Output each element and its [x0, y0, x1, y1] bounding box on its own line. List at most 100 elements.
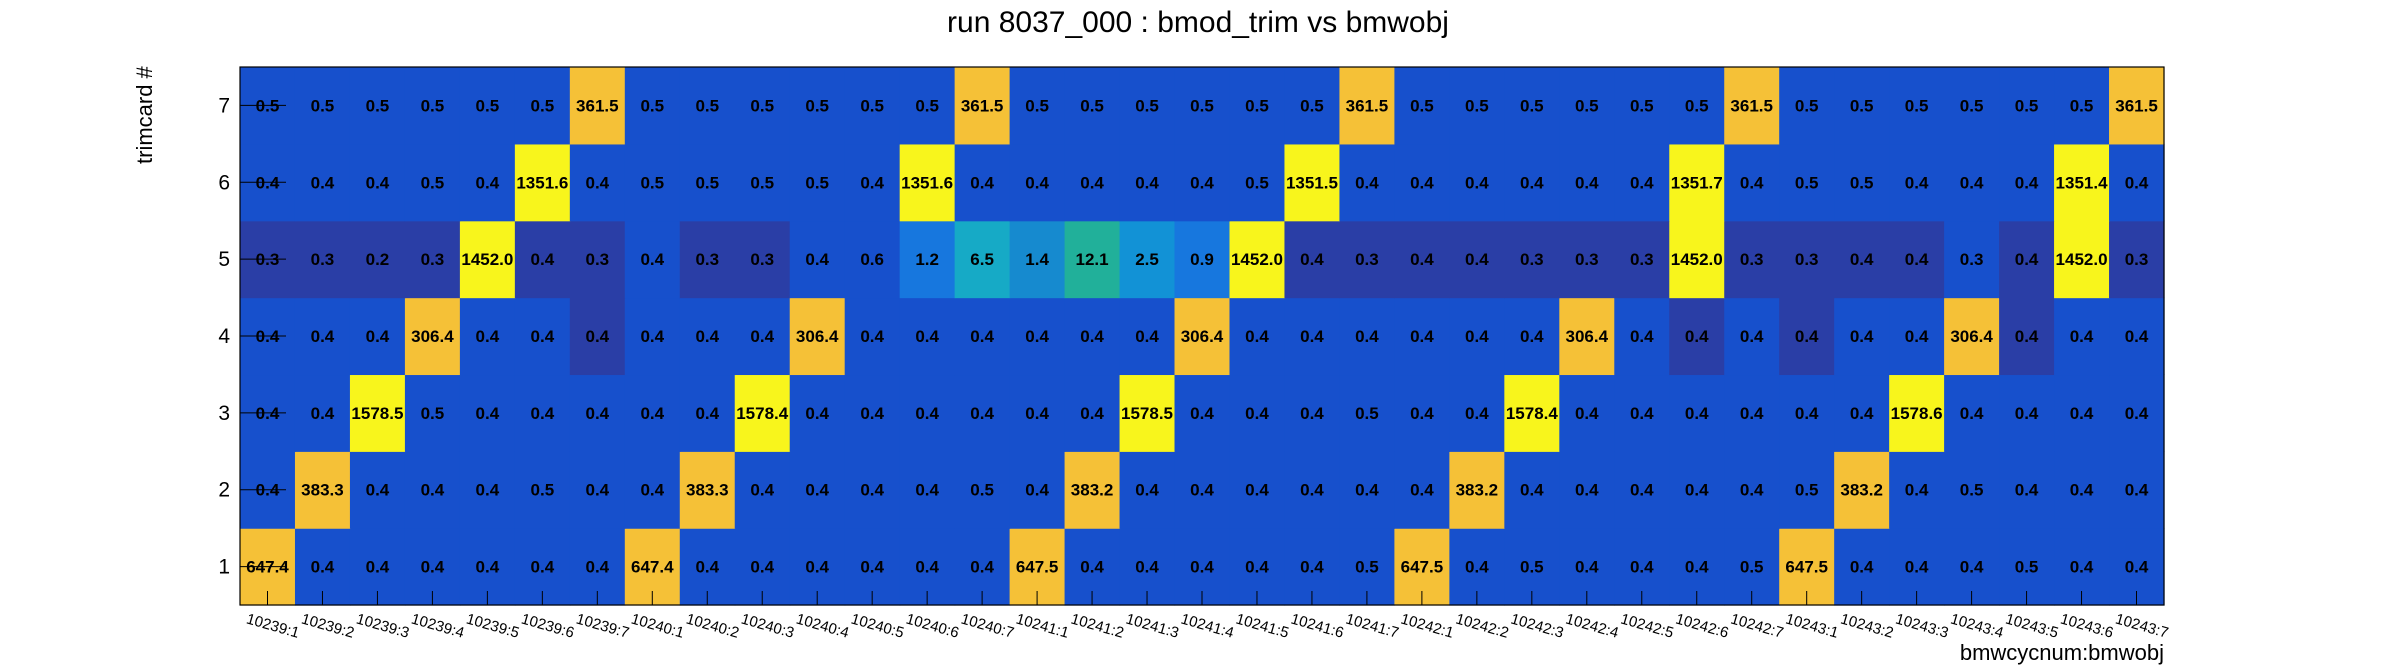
cell-value-label: 0.4 [805, 404, 829, 423]
heatmap-cell [459, 374, 516, 452]
cell-value-label: 1578.4 [736, 404, 789, 423]
cell-value-label: 0.4 [915, 404, 939, 423]
cell-value-label: 1452.0 [1231, 250, 1283, 269]
cell-value-label: 0.4 [1685, 327, 1709, 346]
x-tick-label: 10239:1 [244, 611, 301, 642]
cell-value-label: 0.4 [1520, 173, 1544, 192]
x-tick-label: 10241:2 [1069, 611, 1126, 642]
heatmap-cell [1504, 374, 1560, 452]
y-tick-label: 2 [218, 479, 230, 502]
cell-value-label: 0.4 [1410, 327, 1434, 346]
x-tick-label: 10240:6 [904, 611, 961, 642]
cell-value-label: 0.4 [1465, 558, 1489, 577]
cell-value-label: 0.4 [1245, 327, 1269, 346]
heatmap-cell [624, 220, 681, 299]
plot-frame [239, 66, 2165, 606]
cell-value-label: 2.5 [1135, 250, 1159, 269]
cell-value-label: 0.4 [1795, 404, 1819, 423]
heatmap-cell [844, 143, 901, 222]
x-tick-label: 10242:4 [1564, 611, 1621, 642]
cell-value-label: 0.4 [1410, 250, 1434, 269]
x-tick-label: 10240:5 [849, 611, 906, 642]
y-tick-label: 5 [218, 248, 230, 271]
cell-value-label: 0.4 [1740, 327, 1764, 346]
cell-value-label: 0.4 [1300, 327, 1324, 346]
x-tick-label: 10240:4 [794, 611, 851, 642]
cell-value-label: 0.4 [1575, 481, 1599, 500]
heatmap-cell [1504, 143, 1560, 222]
heatmap-cell [1559, 374, 1615, 452]
cell-value-label: 0.4 [2070, 404, 2094, 423]
cell-value-label: 0.4 [1905, 173, 1929, 192]
heatmap-cell [1614, 67, 1670, 145]
cell-value-label: 0.5 [1465, 96, 1489, 115]
cell-value-label: 383.3 [301, 481, 344, 500]
cell-value-label: 0.4 [585, 558, 609, 577]
heatmap-cell [404, 374, 461, 452]
x-tick-label: 10241:6 [1289, 611, 1346, 642]
heatmap-cell [514, 143, 571, 222]
heatmap-cell [514, 451, 571, 529]
x-tick-label: 10243:3 [1894, 611, 1951, 642]
cell-value-label: 0.5 [1355, 404, 1379, 423]
heatmap-cell [1669, 297, 1725, 376]
cell-value-label: 0.4 [1355, 481, 1379, 500]
heatmap-cell [1559, 143, 1615, 222]
heatmap-cell [1669, 451, 1725, 529]
heatmap-cell [1119, 220, 1176, 299]
cell-value-label: 0.5 [640, 173, 664, 192]
heatmap-cell [349, 297, 406, 376]
cell-value-label: 0.5 [1685, 96, 1709, 115]
heatmap-cell [349, 374, 406, 452]
cell-value-label: 361.5 [1346, 96, 1389, 115]
heatmap-cell [1009, 451, 1066, 529]
cell-value-label: 0.4 [476, 481, 500, 500]
heatmap-cell [2054, 374, 2110, 452]
x-tick-label: 10242:7 [1729, 611, 1786, 642]
heatmap-cell [734, 374, 791, 452]
heatmap-cell [349, 451, 406, 529]
heatmap-cell [294, 374, 351, 452]
cell-value-label: 0.4 [805, 558, 829, 577]
heatmap-cell [734, 451, 791, 529]
heatmap-cell [624, 374, 681, 452]
heatmap-cell [1779, 451, 1835, 529]
cell-value-label: 0.4 [1630, 173, 1654, 192]
heatmap-cell [1339, 220, 1395, 299]
heatmap-cell [1669, 143, 1725, 222]
cell-value-label: 0.5 [805, 173, 829, 192]
cell-value-label: 0.3 [585, 250, 609, 269]
heatmap-cell [954, 297, 1011, 376]
cell-value-label: 0.4 [805, 250, 829, 269]
cell-value-label: 0.4 [1960, 558, 1984, 577]
heatmap-cell [1889, 220, 1945, 299]
cell-value-label: 0.5 [1025, 96, 1049, 115]
heatmap-cell [844, 374, 901, 452]
cell-value-label: 383.2 [1071, 481, 1114, 500]
cell-value-label: 0.4 [915, 558, 939, 577]
cell-value-label: 0.5 [2015, 558, 2039, 577]
cell-value-label: 1351.7 [1671, 173, 1723, 192]
cell-value-label: 0.4 [1905, 250, 1929, 269]
cell-value-label: 0.4 [805, 481, 829, 500]
heatmap-cell [2109, 220, 2165, 299]
cell-value-label: 0.4 [970, 173, 994, 192]
heatmap-cell [679, 297, 736, 376]
cell-value-label: 0.4 [1795, 327, 1819, 346]
cell-value-label: 0.4 [2015, 481, 2039, 500]
heatmap-cell [1174, 374, 1231, 452]
cell-value-label: 0.3 [750, 250, 774, 269]
heatmap-cell [1614, 374, 1670, 452]
heatmap-cell [1284, 374, 1341, 452]
cell-value-label: 0.4 [1630, 558, 1654, 577]
cell-value-label: 0.5 [311, 96, 335, 115]
heatmap-cell [1064, 297, 1121, 376]
cell-value-label: 0.5 [1960, 481, 1984, 500]
heatmap-cell [1339, 451, 1395, 529]
heatmap-cell [734, 143, 791, 222]
cell-value-label: 0.4 [1300, 481, 1324, 500]
heatmap-cell [1504, 220, 1560, 299]
heatmap-cell [1559, 67, 1615, 145]
cell-value-label: 0.4 [1245, 404, 1269, 423]
